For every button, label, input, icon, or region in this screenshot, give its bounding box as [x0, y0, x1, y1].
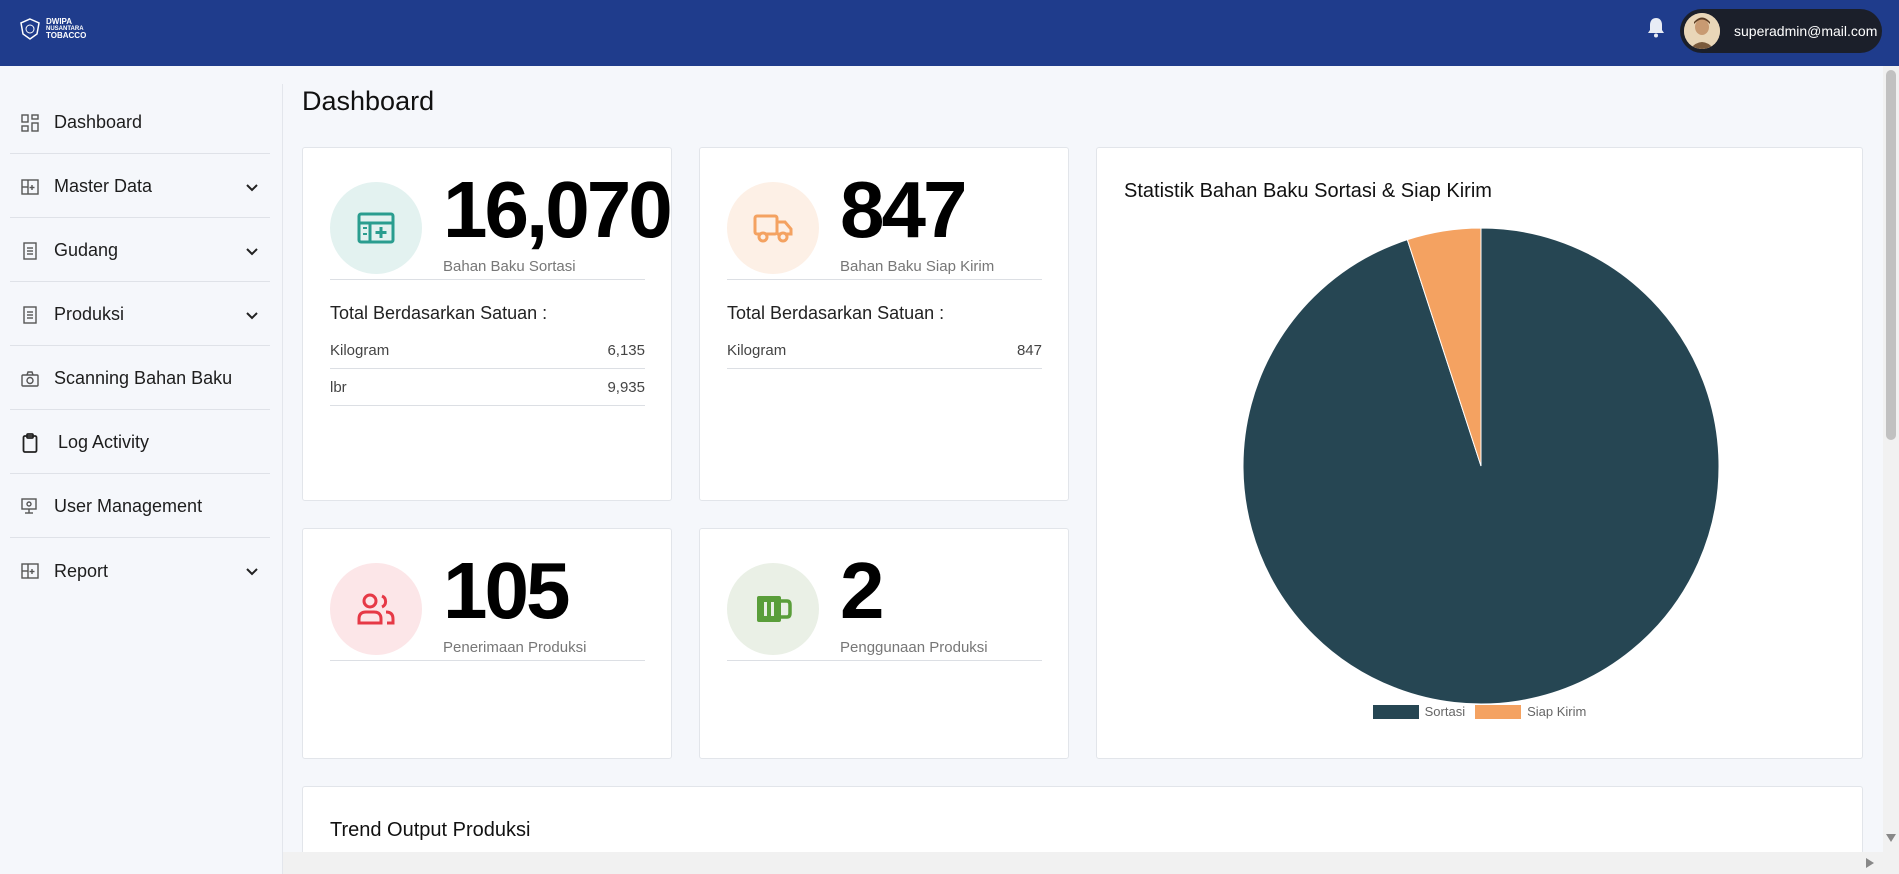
page-title: Dashboard	[302, 86, 435, 116]
stat-label: Bahan Baku Sortasi	[443, 258, 576, 275]
card-bahan-baku-siap-kirim: 847 Bahan Baku Siap Kirim Total Berdasar…	[699, 147, 1069, 501]
sidebar-item-produksi[interactable]: Produksi	[10, 284, 270, 346]
avatar	[1684, 13, 1720, 49]
sidebar-item-dashboard[interactable]: Dashboard	[10, 92, 270, 154]
scrollbar-thumb[interactable]	[1886, 70, 1896, 440]
pie-slice-siap-kirim[interactable]	[1406, 227, 1482, 467]
unit-row: Kilogram 847	[727, 332, 1042, 369]
brand-line-1: DWIPA	[46, 17, 73, 26]
units-subtitle: Total Berdasarkan Satuan :	[330, 303, 548, 323]
brand-name: DWIPA NUSANTARA TOBACCO	[46, 18, 86, 40]
card-penggunaan-produksi: 2 Penggunaan Produksi	[699, 528, 1069, 759]
sidebar-item-log-activity[interactable]: Log Activity	[10, 412, 270, 474]
unit-value: 6,135	[607, 341, 645, 359]
divider	[727, 660, 1042, 661]
chevron-down-icon	[246, 568, 258, 576]
divider	[330, 660, 645, 661]
card-bahan-baku-sortasi: 16,070 Bahan Baku Sortasi Total Berdasar…	[302, 147, 673, 501]
bell-icon[interactable]	[1646, 16, 1666, 38]
scroll-right-icon[interactable]	[1866, 858, 1874, 868]
sidebar-item-label: Gudang	[54, 240, 119, 260]
top-bar: DWIPA NUSANTARA TOBACCO superadmin@mail.…	[0, 0, 1899, 66]
sidebar-item-label: Dashboard	[54, 112, 143, 132]
unit-value: 847	[1016, 341, 1042, 359]
clipboard-icon	[20, 432, 40, 453]
unit-row: Kilogram 6,135	[330, 332, 645, 369]
stat-value: 105	[443, 546, 570, 635]
legend-label: Sortasi	[1424, 704, 1466, 719]
camera-icon	[20, 369, 40, 389]
mug-icon	[757, 596, 792, 622]
users-icon	[357, 593, 395, 625]
units-subtitle: Total Berdasarkan Satuan :	[727, 303, 945, 323]
sidebar-item-master-data[interactable]: Master Data	[10, 156, 270, 218]
legend-label: Siap Kirim	[1527, 704, 1587, 719]
pie-chart	[1242, 227, 1720, 705]
unit-name: Kilogram	[727, 341, 787, 359]
chevron-down-icon	[246, 184, 258, 192]
sidebar-item-label: Scanning Bahan Baku	[54, 368, 233, 388]
chevron-down-icon	[246, 248, 258, 256]
scroll-down-icon[interactable]	[1886, 834, 1896, 842]
stat-icon-circle	[330, 182, 422, 274]
divider	[330, 279, 645, 280]
sidebar-item-label: Report	[54, 560, 109, 581]
horizontal-scrollbar[interactable]	[283, 852, 1883, 874]
unit-name: Kilogram	[330, 341, 390, 359]
sidebar-item-report[interactable]: Report	[10, 540, 270, 602]
sidebar-item-gudang[interactable]: Gudang	[10, 220, 270, 282]
chart-legend: Sortasi Siap Kirim	[1097, 704, 1862, 719]
unit-name: lbr	[330, 378, 347, 396]
legend-item-sortasi[interactable]: Sortasi	[1372, 704, 1466, 719]
stat-label: Penggunaan Produksi	[840, 639, 988, 656]
crest-icon	[20, 18, 40, 40]
stat-label: Penerimaan Produksi	[443, 639, 587, 656]
stat-value: 847	[840, 165, 967, 254]
legend-swatch	[1372, 704, 1419, 719]
sidebar-item-label: Master Data	[54, 176, 153, 196]
document-icon	[20, 305, 40, 325]
user-menu[interactable]: superadmin@mail.com	[1680, 9, 1882, 53]
sidebar-item-scanning-bahan-baku[interactable]: Scanning Bahan Baku	[10, 348, 270, 410]
sidebar-item-label: User Management	[54, 496, 203, 516]
table-plus-icon	[357, 212, 395, 244]
stat-icon-circle	[727, 563, 819, 655]
stat-icon-circle	[727, 182, 819, 274]
chevron-down-icon	[246, 312, 258, 320]
card-statistik-chart: Statistik Bahan Baku Sortasi & Siap Kiri…	[1096, 147, 1863, 759]
user-email: superadmin@mail.com	[1734, 23, 1878, 39]
divider	[727, 279, 1042, 280]
stat-icon-circle	[330, 563, 422, 655]
legend-item-siap-kirim[interactable]: Siap Kirim	[1475, 704, 1586, 719]
brand-line-3: TOBACCO	[46, 31, 87, 40]
stat-value: 16,070	[443, 165, 673, 254]
unit-value: 9,935	[607, 378, 645, 396]
trend-title: Trend Output Produksi	[330, 819, 531, 841]
stat-value: 2	[840, 546, 884, 635]
legend-swatch	[1475, 704, 1522, 719]
vertical-scrollbar[interactable]	[1883, 66, 1899, 874]
grid-icon	[20, 113, 40, 133]
unit-row: lbr 9,935	[330, 369, 645, 406]
sidebar-item-label: Produksi	[54, 304, 125, 324]
table-icon	[20, 177, 40, 197]
table-icon	[20, 561, 40, 581]
chart-title: Statistik Bahan Baku Sortasi & Siap Kiri…	[1124, 180, 1492, 202]
truck-icon	[753, 214, 793, 243]
brand-line-2: NUSANTARA	[46, 26, 84, 32]
sidebar: Dashboard Master Data Gudang Produksi	[0, 84, 283, 874]
brand-logo[interactable]: DWIPA NUSANTARA TOBACCO	[20, 18, 86, 40]
stat-label: Bahan Baku Siap Kirim	[840, 258, 995, 275]
document-icon	[20, 241, 40, 261]
sidebar-item-label: Log Activity	[58, 432, 150, 452]
card-penerimaan-produksi: 105 Penerimaan Produksi	[302, 528, 672, 759]
user-monitor-icon	[20, 497, 40, 517]
sidebar-item-user-management[interactable]: User Management	[10, 476, 270, 538]
